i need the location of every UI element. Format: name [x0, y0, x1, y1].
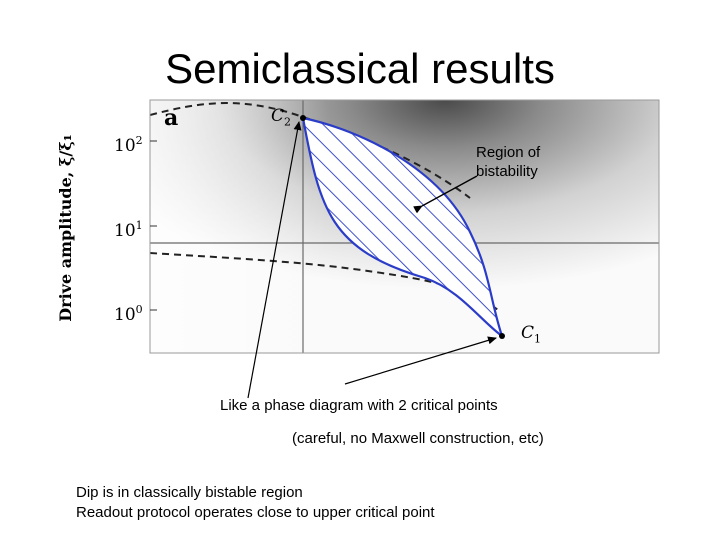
footer-line-1: Dip is in classically bistable region [76, 484, 303, 501]
critical-point-c2-label: C2 [271, 106, 292, 129]
critical-point-c1-label: C1 [521, 323, 542, 346]
critical-point-c2-marker [300, 115, 306, 121]
footer-line-2: Readout protocol operates close to upper… [76, 504, 435, 521]
y-tick-label: 102 [114, 134, 143, 156]
region-annotation: Region of bistability [476, 144, 541, 180]
phase-diagram-annotation: Like a phase diagram with 2 critical poi… [220, 397, 498, 414]
y-tick-label: 101 [114, 219, 143, 241]
page-title: Semiclassical results [165, 45, 555, 92]
arrow-to-c2 [247, 121, 302, 399]
region-arrow [413, 175, 478, 214]
arrow-to-c1 [344, 336, 497, 385]
critical-point-c1-marker [499, 333, 505, 339]
y-axis-label: Drive amplitude, ξ/ξ₁ [56, 134, 75, 322]
panel-letter: a [164, 105, 179, 131]
y-tick-label: 100 [114, 303, 143, 325]
caveat-annotation: (careful, no Maxwell construction, etc) [292, 430, 544, 447]
